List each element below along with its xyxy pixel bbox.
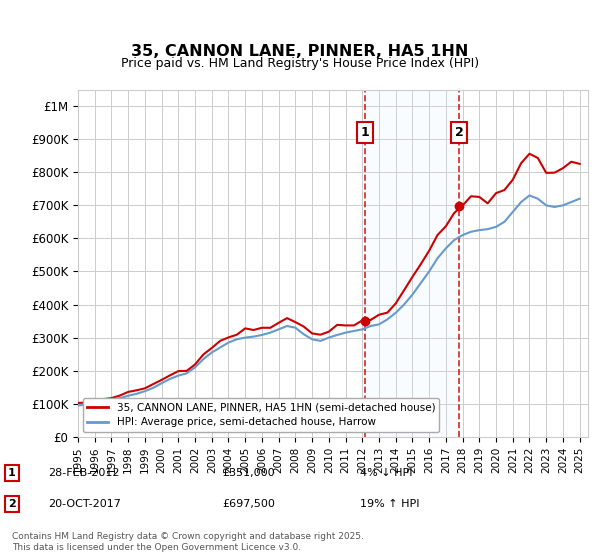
Text: Price paid vs. HM Land Registry's House Price Index (HPI): Price paid vs. HM Land Registry's House … [121,57,479,70]
Text: 19% ↑ HPI: 19% ↑ HPI [360,499,419,509]
Text: 28-FEB-2012: 28-FEB-2012 [48,468,119,478]
Text: 1: 1 [8,468,16,478]
Text: Contains HM Land Registry data © Crown copyright and database right 2025.
This d: Contains HM Land Registry data © Crown c… [12,532,364,552]
Text: 4% ↓ HPI: 4% ↓ HPI [360,468,413,478]
Text: 1: 1 [361,126,370,139]
Text: 35, CANNON LANE, PINNER, HA5 1HN: 35, CANNON LANE, PINNER, HA5 1HN [131,44,469,59]
Text: 2: 2 [455,126,464,139]
Bar [365,90,459,437]
Legend: 35, CANNON LANE, PINNER, HA5 1HN (semi-detached house), HPI: Average price, semi: 35, CANNON LANE, PINNER, HA5 1HN (semi-d… [83,398,439,432]
Text: 20-OCT-2017: 20-OCT-2017 [48,499,121,509]
Text: £697,500: £697,500 [222,499,275,509]
Text: £351,000: £351,000 [222,468,275,478]
Text: 2: 2 [8,499,16,509]
